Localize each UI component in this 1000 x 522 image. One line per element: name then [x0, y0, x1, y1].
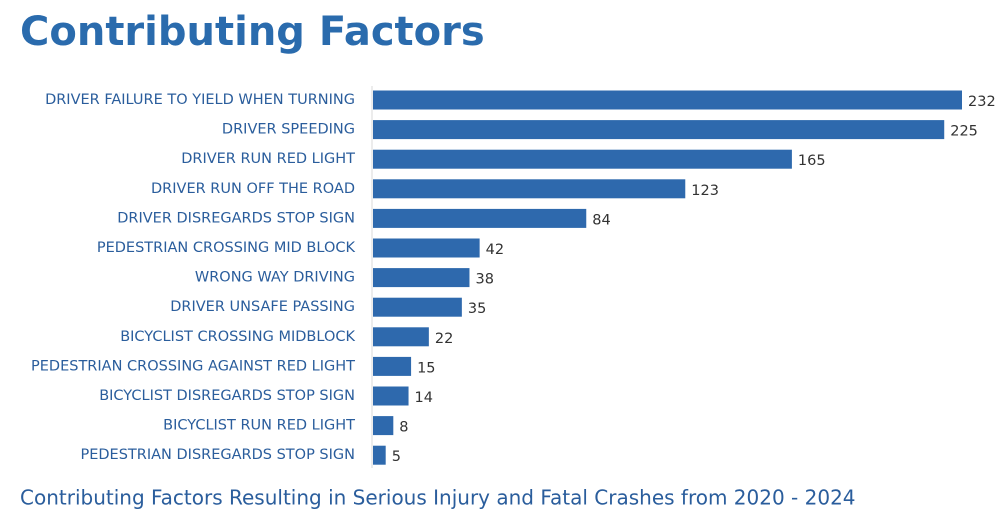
- bar: [373, 327, 429, 347]
- category-label: BICYCLIST RUN RED LIGHT: [163, 418, 355, 434]
- value-label: 14: [415, 390, 433, 406]
- category-label: DRIVER DISREGARDS STOP SIGN: [117, 210, 355, 226]
- value-label: 232: [968, 94, 996, 110]
- value-label: 84: [592, 212, 610, 228]
- chart-title: Contributing Factors: [20, 9, 485, 55]
- category-label: PEDESTRIAN CROSSING MID BLOCK: [97, 240, 356, 256]
- category-label: BICYCLIST CROSSING MIDBLOCK: [120, 329, 355, 345]
- category-label: DRIVER RUN RED LIGHT: [181, 151, 355, 167]
- bar: [373, 445, 386, 465]
- bar: [373, 268, 470, 288]
- category-label: DRIVER SPEEDING: [222, 122, 355, 138]
- bar: [373, 120, 945, 140]
- value-label: 5: [392, 449, 401, 465]
- bar: [373, 238, 480, 258]
- value-label: 15: [417, 360, 435, 376]
- category-label: DRIVER UNSAFE PASSING: [170, 299, 355, 315]
- category-label: WRONG WAY DRIVING: [195, 270, 355, 286]
- category-label: PEDESTRIAN CROSSING AGAINST RED LIGHT: [31, 358, 355, 374]
- bar: [373, 297, 462, 317]
- bar: [373, 149, 792, 169]
- category-label: DRIVER RUN OFF THE ROAD: [151, 181, 355, 197]
- category-label: DRIVER FAILURE TO YIELD WHEN TURNING: [45, 92, 355, 108]
- bar: [373, 90, 962, 110]
- value-label: 225: [950, 124, 978, 140]
- category-label: BICYCLIST DISREGARDS STOP SIGN: [99, 388, 355, 404]
- category-label: PEDESTRIAN DISREGARDS STOP SIGN: [80, 447, 355, 463]
- value-label: 165: [798, 153, 826, 169]
- value-label: 42: [486, 242, 504, 258]
- value-label: 22: [435, 331, 453, 347]
- bar: [373, 356, 412, 376]
- chart-caption: Contributing Factors Resulting in Seriou…: [20, 486, 856, 510]
- value-label: 35: [468, 301, 486, 317]
- value-label: 123: [691, 183, 719, 199]
- value-label: 8: [399, 420, 408, 436]
- value-label: 38: [475, 272, 493, 288]
- bar: [373, 416, 394, 436]
- bar: [373, 179, 686, 199]
- bar: [373, 208, 587, 228]
- bar: [373, 386, 409, 406]
